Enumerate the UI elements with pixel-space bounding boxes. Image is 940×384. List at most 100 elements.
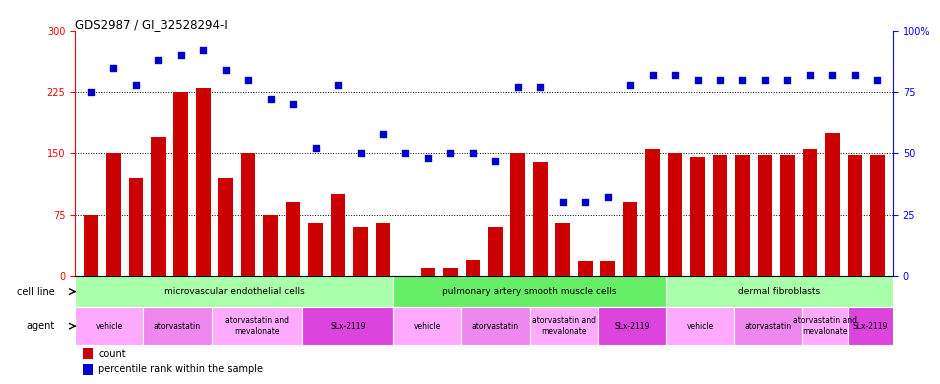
Bar (848, 307, 893, 345)
Point (578, 199, 593, 205)
Bar (218, 178, 233, 276)
Bar (462, 307, 529, 345)
Point (150, 57, 165, 63)
Bar (488, 227, 503, 276)
Point (375, 131, 390, 137)
Bar (376, 223, 390, 276)
Text: percentile rank within the sample: percentile rank within the sample (98, 364, 263, 374)
Bar (393, 307, 462, 345)
Point (510, 84, 525, 90)
Bar (308, 223, 323, 276)
Bar (666, 276, 893, 307)
Point (847, 72, 862, 78)
Text: atorvastatin: atorvastatin (154, 322, 201, 331)
Bar (143, 307, 212, 345)
Bar (303, 307, 393, 345)
Point (420, 155, 435, 161)
Point (106, 65, 121, 71)
Bar (713, 155, 728, 276)
Bar (690, 157, 705, 276)
Text: atorvastatin: atorvastatin (744, 322, 791, 331)
Bar (780, 155, 794, 276)
Text: SLx-2119: SLx-2119 (330, 322, 366, 331)
Point (241, 77, 256, 83)
Text: microvascular endothelial cells: microvascular endothelial cells (164, 287, 305, 296)
Bar (75, 307, 143, 345)
Point (780, 77, 795, 83)
Bar (331, 194, 345, 276)
Bar (803, 149, 817, 276)
Text: atorvastatin and
mevalonate: atorvastatin and mevalonate (225, 316, 289, 336)
Point (196, 47, 211, 53)
Bar (601, 261, 615, 276)
Point (398, 150, 413, 156)
Point (690, 77, 705, 83)
Bar (735, 155, 750, 276)
Bar (848, 155, 862, 276)
Point (465, 150, 480, 156)
Point (173, 52, 188, 58)
Bar (556, 223, 570, 276)
Bar (825, 133, 839, 276)
Point (556, 199, 571, 205)
Point (308, 146, 323, 152)
Bar (263, 215, 278, 276)
Text: dermal fibroblasts: dermal fibroblasts (738, 287, 821, 296)
Bar (645, 149, 660, 276)
Point (645, 72, 660, 78)
Bar (802, 307, 848, 345)
Point (331, 82, 346, 88)
Bar (151, 137, 165, 276)
Point (735, 77, 750, 83)
Bar (212, 307, 303, 345)
Text: vehicle: vehicle (686, 322, 713, 331)
Bar (196, 88, 211, 276)
Bar (870, 155, 885, 276)
Point (622, 82, 637, 88)
Bar (420, 268, 435, 276)
Text: atorvastatin: atorvastatin (472, 322, 519, 331)
Bar (106, 153, 120, 276)
Point (263, 96, 278, 103)
Bar (241, 153, 256, 276)
Point (488, 158, 503, 164)
Bar (75, 276, 393, 307)
Bar (758, 155, 773, 276)
Bar (598, 307, 666, 345)
Bar (84, 215, 98, 276)
Bar (84, 364, 93, 375)
Text: agent: agent (26, 321, 55, 331)
Point (353, 150, 368, 156)
Point (713, 77, 728, 83)
Bar (510, 153, 525, 276)
Point (129, 82, 144, 88)
Bar (286, 202, 301, 276)
Text: vehicle: vehicle (414, 322, 441, 331)
Point (667, 72, 682, 78)
Point (443, 150, 458, 156)
Point (286, 101, 301, 108)
Text: atorvastatin and
mevalonate: atorvastatin and mevalonate (792, 316, 857, 336)
Point (803, 72, 818, 78)
Bar (578, 261, 592, 276)
Point (870, 77, 885, 83)
Bar (174, 92, 188, 276)
Bar (393, 276, 666, 307)
Text: cell line: cell line (17, 286, 55, 296)
Point (533, 84, 548, 90)
Text: atorvastatin and
mevalonate: atorvastatin and mevalonate (532, 316, 596, 336)
Point (758, 77, 773, 83)
Bar (667, 153, 682, 276)
Text: count: count (98, 349, 126, 359)
Point (824, 72, 839, 78)
Bar (465, 260, 480, 276)
Point (218, 67, 233, 73)
Text: pulmonary artery smooth muscle cells: pulmonary artery smooth muscle cells (443, 287, 617, 296)
Point (600, 194, 615, 200)
Bar (666, 307, 734, 345)
Text: SLx-2119: SLx-2119 (614, 322, 650, 331)
Bar (129, 178, 143, 276)
Bar (533, 162, 548, 276)
Bar (84, 348, 93, 359)
Text: SLx-2119: SLx-2119 (853, 322, 888, 331)
